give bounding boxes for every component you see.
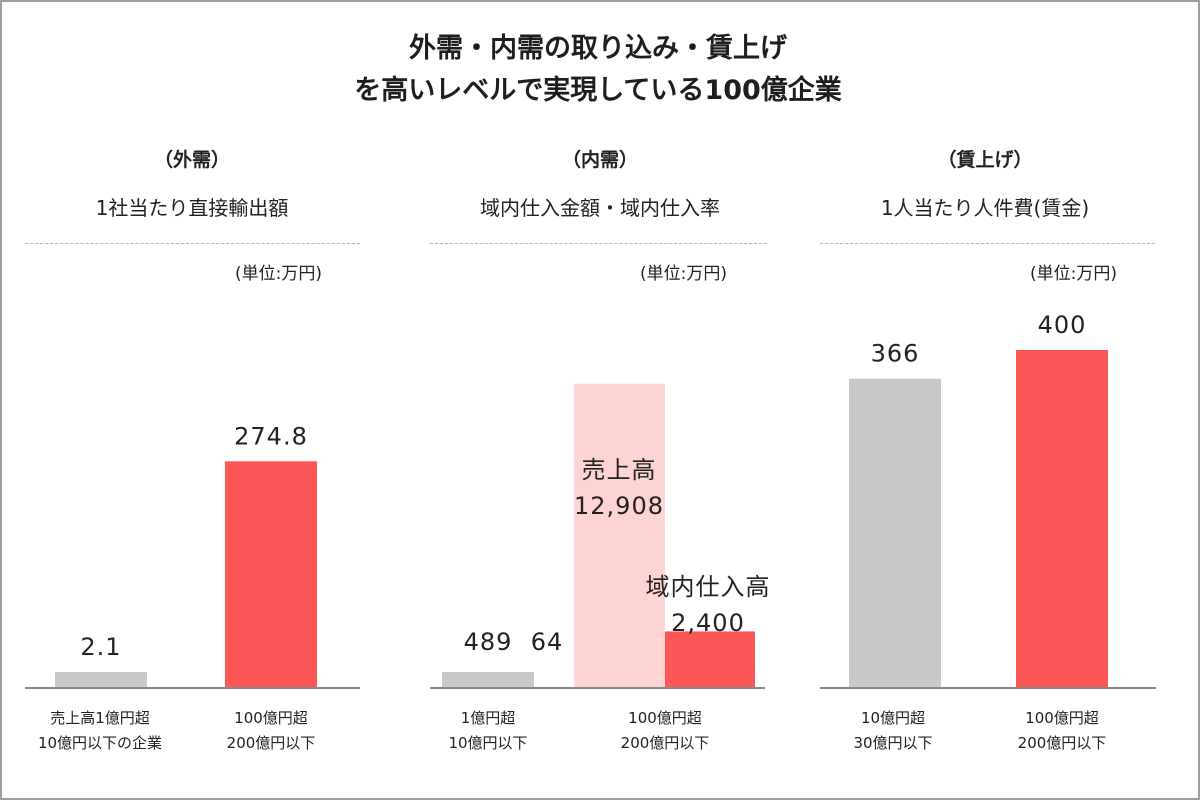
panel-export-header: （外需） 1社当たり直接輸出額 [22,145,362,223]
domestic-sales-value-2: 12,908 [574,492,664,520]
panel-wage-xlabel-2: 100億円超 200億円以下 [1017,709,1107,752]
main-title-line-1: 外需・内需の取り込み・賃上げ [409,33,787,64]
main-title-line-2: を高いレベルで実現している100億企業 [354,75,842,106]
panel-wage-header: （賃上げ） 1人当たり人件費(賃金) [815,145,1155,223]
domestic-procurement-value-1: 64 [531,628,564,656]
panel-export-category: （外需） [153,149,230,171]
domestic-sales-bar-1 [442,672,534,688]
panel-export-unit: (単位:万円) [235,264,322,284]
wage-value-label-1: 366 [871,340,920,368]
panel-wage-category: （賃上げ） [937,149,1033,171]
domestic-sales-bar-2 [574,383,665,688]
wage-value-label-2: 400 [1038,311,1087,339]
domestic-procurement-bar-2 [665,631,755,688]
panel-wage-xlabel-1: 10億円超 30億円以下 [853,709,933,752]
panel-wage-unit: (単位:万円) [1030,264,1117,284]
panel-export-divider [25,243,360,244]
domestic-procurement-value-2: 2,400 [671,609,745,637]
panel-export-title: 1社当たり直接輸出額 [95,196,289,220]
export-value-label-1: 2.1 [80,633,121,661]
export-bar-2 [225,461,317,688]
panel-domestic-category: （内需） [561,149,638,171]
export-value-label-2: 274.8 [234,422,308,450]
panel-wage-title: 1人当たり人件費(賃金) [880,196,1090,220]
panel-domestic-xlabel-2: 100億円超 200億円以下 [620,709,710,752]
panel-domestic-divider [430,243,767,244]
domestic-procurement-annotation: 域内仕入高 [646,573,771,601]
wage-bar-2 [1016,350,1108,688]
panel-domestic-unit: (単位:万円) [640,264,727,284]
panel-export-xlabel-2: 100億円超 200億円以下 [226,709,316,752]
domestic-sales-value-1: 489 [464,628,513,656]
panel-domestic-header: （内需） 域内仕入金額・域内仕入率 [430,145,770,223]
wage-bar-1 [849,378,941,688]
main-title: 外需・内需の取り込み・賃上げ を高いレベルで実現している100億企業 [0,28,1196,112]
panel-domestic-xlabel-1: 1億円超 10億円以下 [448,709,528,752]
domestic-sales-annotation: 売上高 [582,456,657,484]
panel-export-xlabel-1: 売上高1億円超 10億円以下の企業 [37,709,163,752]
panel-wage-divider [820,243,1155,244]
export-bar-1 [55,672,147,688]
panel-domestic-title: 域内仕入金額・域内仕入率 [480,196,720,220]
